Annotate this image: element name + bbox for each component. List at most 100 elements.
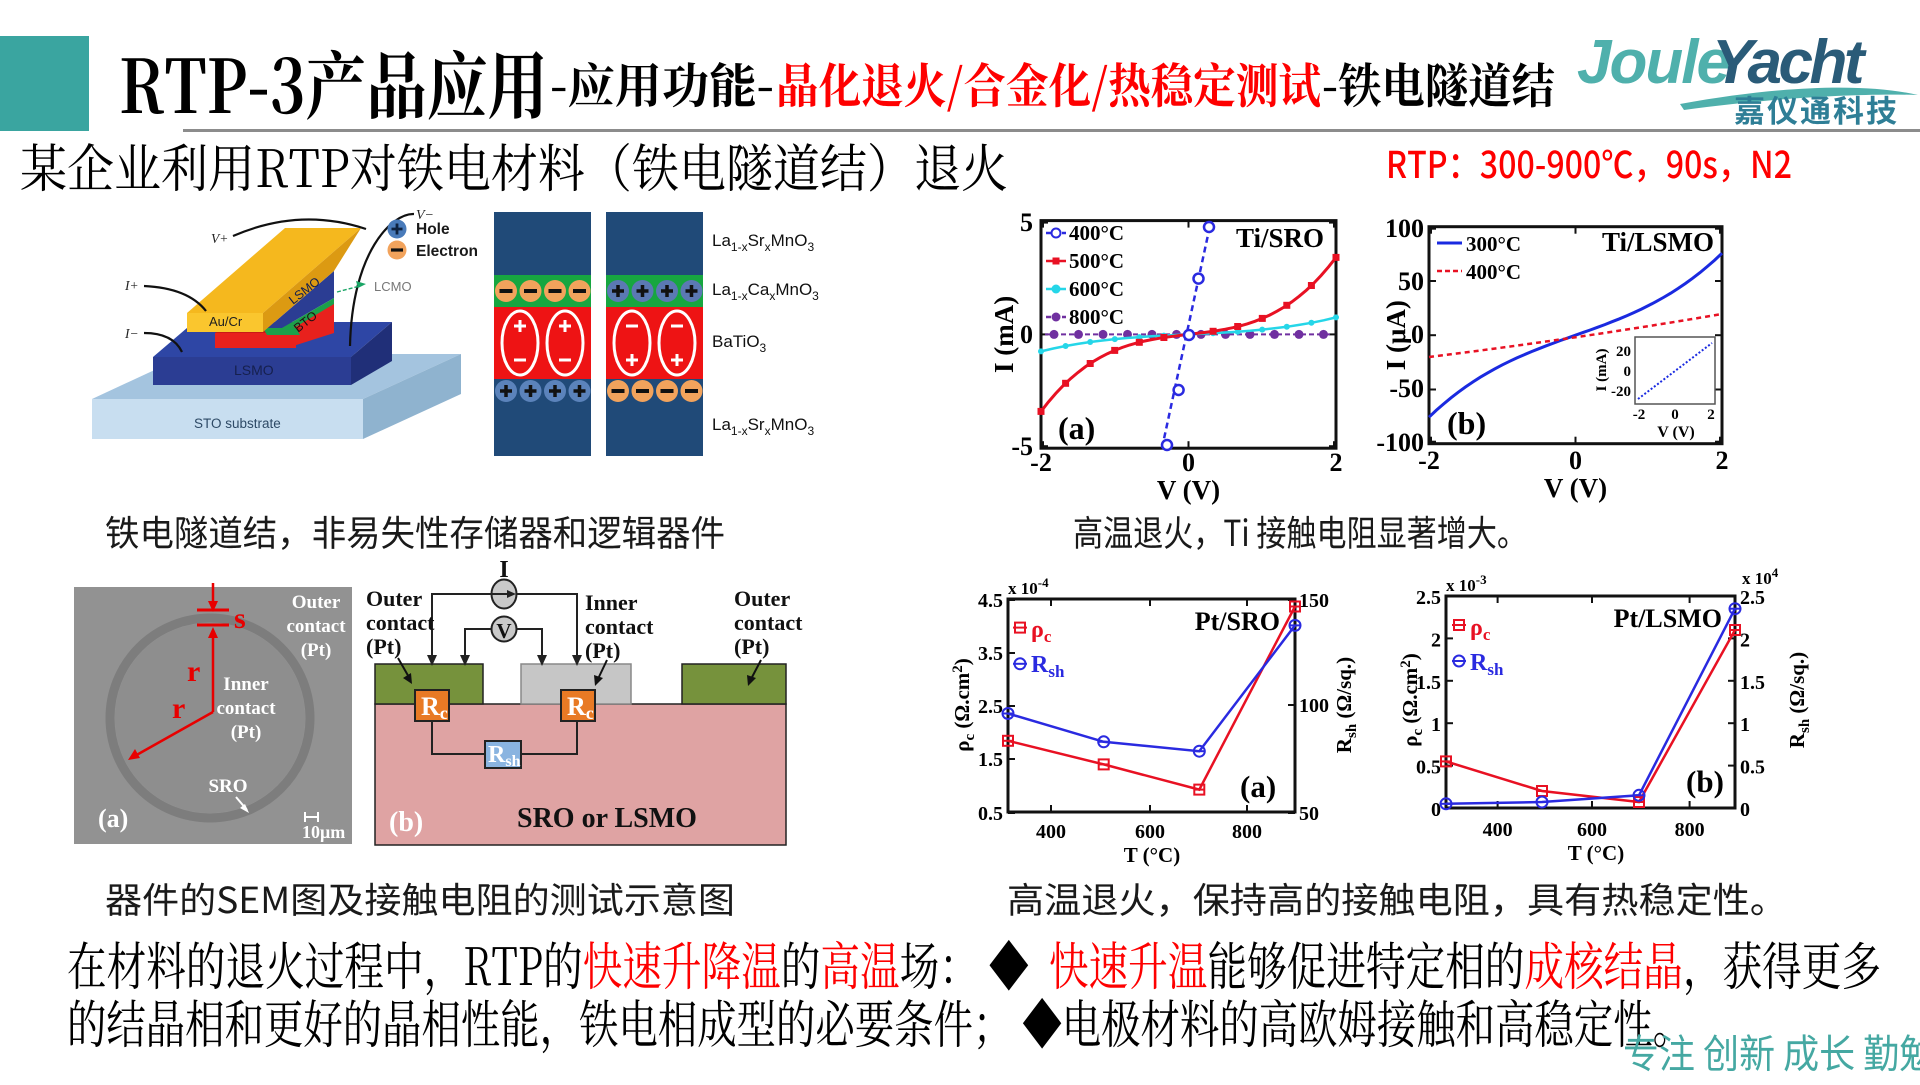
svg-text:600°C: 600°C: [1069, 277, 1124, 301]
svg-text:(Pt): (Pt): [734, 634, 769, 659]
svg-text:1.5: 1.5: [1740, 672, 1765, 694]
svg-text:Rc: Rc: [421, 692, 448, 723]
svg-text:Yacht: Yacht: [1712, 28, 1867, 97]
svg-text:I (mA): I (mA): [989, 296, 1019, 373]
svg-text:0.5: 0.5: [1740, 757, 1765, 779]
svg-text:I−: I−: [124, 326, 139, 341]
svg-text:s: s: [234, 602, 246, 635]
svg-text:ρc: ρc: [1031, 617, 1052, 646]
svg-text:0: 0: [1411, 320, 1424, 349]
svg-text:Hole: Hole: [416, 221, 450, 238]
svg-text:ρc (Ω.cm2): ρc (Ω.cm2): [950, 658, 978, 752]
svg-text:500°C: 500°C: [1069, 249, 1124, 273]
svg-text:0: 0: [1624, 364, 1632, 380]
svg-text:4.5: 4.5: [978, 590, 1003, 612]
svg-text:x 10-3: x 10-3: [1446, 572, 1487, 595]
svg-text:Outer: Outer: [734, 586, 790, 611]
svg-text:2: 2: [1431, 629, 1441, 651]
svg-text:ρc: ρc: [1470, 615, 1491, 644]
svg-text:I (μA): I (μA): [1381, 300, 1411, 370]
svg-text:(a): (a): [1240, 769, 1276, 804]
svg-text:2: 2: [1740, 629, 1750, 651]
svg-text:2.5: 2.5: [978, 696, 1003, 718]
svg-text:V−: V−: [416, 208, 434, 223]
svg-text:10μm: 10μm: [302, 822, 345, 842]
svg-text:-2: -2: [1633, 407, 1646, 423]
svg-text:0: 0: [1182, 448, 1195, 477]
svg-text:contact: contact: [216, 698, 276, 719]
svg-text:contact: contact: [585, 614, 654, 639]
svg-text:I: I: [499, 557, 508, 583]
svg-text:V: V: [496, 619, 511, 643]
svg-text:0: 0: [1020, 320, 1033, 349]
svg-text:BaTiO3: BaTiO3: [712, 332, 767, 355]
svg-text:LCMO: LCMO: [374, 279, 412, 294]
svg-text:-100: -100: [1376, 428, 1424, 457]
svg-text:La1-xSrxMnO3: La1-xSrxMnO3: [712, 415, 814, 438]
svg-text:400°C: 400°C: [1466, 260, 1521, 284]
svg-text:20: 20: [1616, 344, 1631, 360]
svg-text:La1-xCaxMnO3: La1-xCaxMnO3: [712, 280, 819, 303]
svg-text:Inner: Inner: [585, 590, 638, 615]
svg-text:Electron: Electron: [416, 243, 478, 260]
svg-text:-2: -2: [1030, 448, 1052, 477]
svg-text:2: 2: [1707, 407, 1715, 423]
svg-text:V (V): V (V): [1657, 424, 1694, 441]
svg-text:400: 400: [1483, 819, 1513, 841]
svg-text:Pt/SRO: Pt/SRO: [1195, 607, 1280, 636]
svg-text:1.5: 1.5: [1416, 672, 1441, 694]
svg-text:1: 1: [1740, 714, 1750, 736]
svg-text:150: 150: [1299, 590, 1329, 612]
svg-text:STO substrate: STO substrate: [194, 416, 281, 431]
svg-text:600: 600: [1135, 821, 1165, 843]
svg-text:(Pt): (Pt): [301, 640, 332, 661]
svg-text:0: 0: [1569, 446, 1582, 475]
svg-text:400°C: 400°C: [1069, 221, 1124, 245]
svg-text:Joule: Joule: [1577, 28, 1729, 97]
svg-text:1.5: 1.5: [978, 749, 1003, 771]
svg-text:Rsh (Ω/sq.): Rsh (Ω/sq.): [1332, 657, 1360, 753]
svg-text:V+: V+: [211, 231, 228, 246]
svg-text:-50: -50: [1389, 374, 1424, 403]
svg-text:Ti/SRO: Ti/SRO: [1236, 223, 1324, 253]
svg-text:Outer: Outer: [292, 592, 341, 613]
svg-text:(a): (a): [98, 804, 128, 833]
svg-text:Au/Cr: Au/Cr: [209, 314, 243, 329]
svg-text:1: 1: [1431, 714, 1441, 736]
svg-text:300°C: 300°C: [1466, 232, 1521, 256]
svg-text:0.5: 0.5: [1416, 757, 1441, 779]
svg-text:contact: contact: [286, 616, 346, 637]
svg-text:T (°C): T (°C): [1124, 843, 1180, 867]
svg-text:SRO: SRO: [208, 776, 247, 797]
svg-text:-5: -5: [1011, 432, 1033, 461]
svg-text:0: 0: [1671, 407, 1679, 423]
svg-text:(Pt): (Pt): [231, 722, 262, 743]
svg-text:0: 0: [1740, 799, 1750, 821]
svg-text:LSMO: LSMO: [234, 362, 274, 378]
svg-text:2: 2: [1330, 448, 1343, 477]
svg-text:x 104: x 104: [1742, 565, 1779, 588]
svg-text:r: r: [187, 655, 200, 688]
svg-text:50: 50: [1299, 803, 1319, 825]
svg-text:V (V): V (V): [1157, 475, 1220, 505]
svg-text:(b): (b): [1686, 764, 1724, 799]
svg-text:(a): (a): [1058, 410, 1095, 446]
svg-text:-2: -2: [1418, 446, 1440, 475]
svg-text:0: 0: [1431, 799, 1441, 821]
svg-text:3.5: 3.5: [978, 643, 1003, 665]
svg-text:Inner: Inner: [223, 674, 269, 695]
svg-text:(Pt): (Pt): [366, 634, 401, 659]
svg-text:(b): (b): [389, 807, 423, 838]
svg-text:Pt/LSMO: Pt/LSMO: [1614, 604, 1722, 633]
svg-text:100: 100: [1385, 214, 1424, 243]
svg-text:Rsh (Ω/sq.): Rsh (Ω/sq.): [1785, 652, 1813, 748]
svg-text:x 10-4: x 10-4: [1008, 575, 1049, 598]
svg-text:r: r: [172, 692, 185, 725]
svg-text:50: 50: [1398, 267, 1424, 296]
svg-text:2.5: 2.5: [1740, 587, 1765, 609]
svg-text:ρc (Ω.cm2): ρc (Ω.cm2): [1398, 653, 1426, 747]
svg-text:2.5: 2.5: [1416, 587, 1441, 609]
svg-text:2: 2: [1716, 446, 1729, 475]
svg-text:(b): (b): [1447, 405, 1486, 441]
svg-text:600: 600: [1577, 819, 1607, 841]
